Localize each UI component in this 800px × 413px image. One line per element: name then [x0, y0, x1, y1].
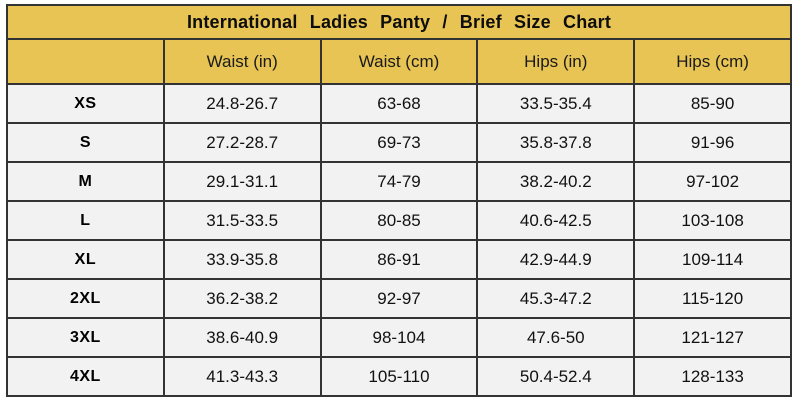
table-cell: 121-127	[633, 317, 792, 358]
table-row: XL 33.9-35.8 86-91 42.9-44.9 109-114	[6, 239, 792, 280]
table-cell: 115-120	[633, 278, 792, 319]
size-label: XS	[6, 83, 165, 124]
header-row: Waist (in) Waist (cm) Hips (in) Hips (cm)	[6, 38, 792, 85]
table-cell: 105-110	[319, 356, 479, 397]
table-cell: 98-104	[319, 317, 479, 358]
table-cell: 35.8-37.8	[476, 122, 636, 163]
table-row: XS 24.8-26.7 63-68 33.5-35.4 85-90	[6, 83, 792, 124]
table-cell: 38.2-40.2	[476, 161, 636, 202]
table-cell: 91-96	[633, 122, 792, 163]
column-header: Waist (cm)	[319, 38, 479, 85]
size-chart-body: XS 24.8-26.7 63-68 33.5-35.4 85-90 S 27.2-28.7…	[6, 83, 792, 397]
table-cell: 42.9-44.9	[476, 239, 636, 280]
size-label: S	[6, 122, 165, 163]
table-cell: 33.9-35.8	[162, 239, 322, 280]
table-cell: 36.2-38.2	[162, 278, 322, 319]
table-cell: 63-68	[319, 83, 479, 124]
size-label: 2XL	[6, 278, 165, 319]
table-row: M 29.1-31.1 74-79 38.2-40.2 97-102	[6, 161, 792, 202]
column-header: Hips (cm)	[633, 38, 792, 85]
table-cell: 103-108	[633, 200, 792, 241]
table-cell: 69-73	[319, 122, 479, 163]
table-cell: 38.6-40.9	[162, 317, 322, 358]
table-cell: 40.6-42.5	[476, 200, 636, 241]
table-cell: 85-90	[633, 83, 792, 124]
size-chart-table: International Ladies Panty / Brief Size …	[6, 4, 792, 397]
table-cell: 74-79	[319, 161, 479, 202]
table-row: S 27.2-28.7 69-73 35.8-37.8 91-96	[6, 122, 792, 163]
table-cell: 47.6-50	[476, 317, 636, 358]
table-cell: 24.8-26.7	[162, 83, 322, 124]
size-label: XL	[6, 239, 165, 280]
table-row: 4XL 41.3-43.3 105-110 50.4-52.4 128-133	[6, 356, 792, 397]
table-cell: 33.5-35.4	[476, 83, 636, 124]
table-cell: 45.3-47.2	[476, 278, 636, 319]
table-cell: 50.4-52.4	[476, 356, 636, 397]
size-label: L	[6, 200, 165, 241]
table-cell: 27.2-28.7	[162, 122, 322, 163]
chart-title: International Ladies Panty / Brief Size …	[6, 4, 792, 40]
size-label: M	[6, 161, 165, 202]
table-cell: 80-85	[319, 200, 479, 241]
table-cell: 29.1-31.1	[162, 161, 322, 202]
table-row: 3XL 38.6-40.9 98-104 47.6-50 121-127	[6, 317, 792, 358]
table-row: 2XL 36.2-38.2 92-97 45.3-47.2 115-120	[6, 278, 792, 319]
column-header: Waist (in)	[162, 38, 322, 85]
table-cell: 31.5-33.5	[162, 200, 322, 241]
title-row: International Ladies Panty / Brief Size …	[6, 4, 792, 40]
column-header-blank	[6, 38, 165, 85]
size-label: 4XL	[6, 356, 165, 397]
table-row: L 31.5-33.5 80-85 40.6-42.5 103-108	[6, 200, 792, 241]
table-cell: 86-91	[319, 239, 479, 280]
table-cell: 97-102	[633, 161, 792, 202]
column-header: Hips (in)	[476, 38, 636, 85]
table-cell: 128-133	[633, 356, 792, 397]
table-cell: 92-97	[319, 278, 479, 319]
table-cell: 41.3-43.3	[162, 356, 322, 397]
size-label: 3XL	[6, 317, 165, 358]
table-cell: 109-114	[633, 239, 792, 280]
